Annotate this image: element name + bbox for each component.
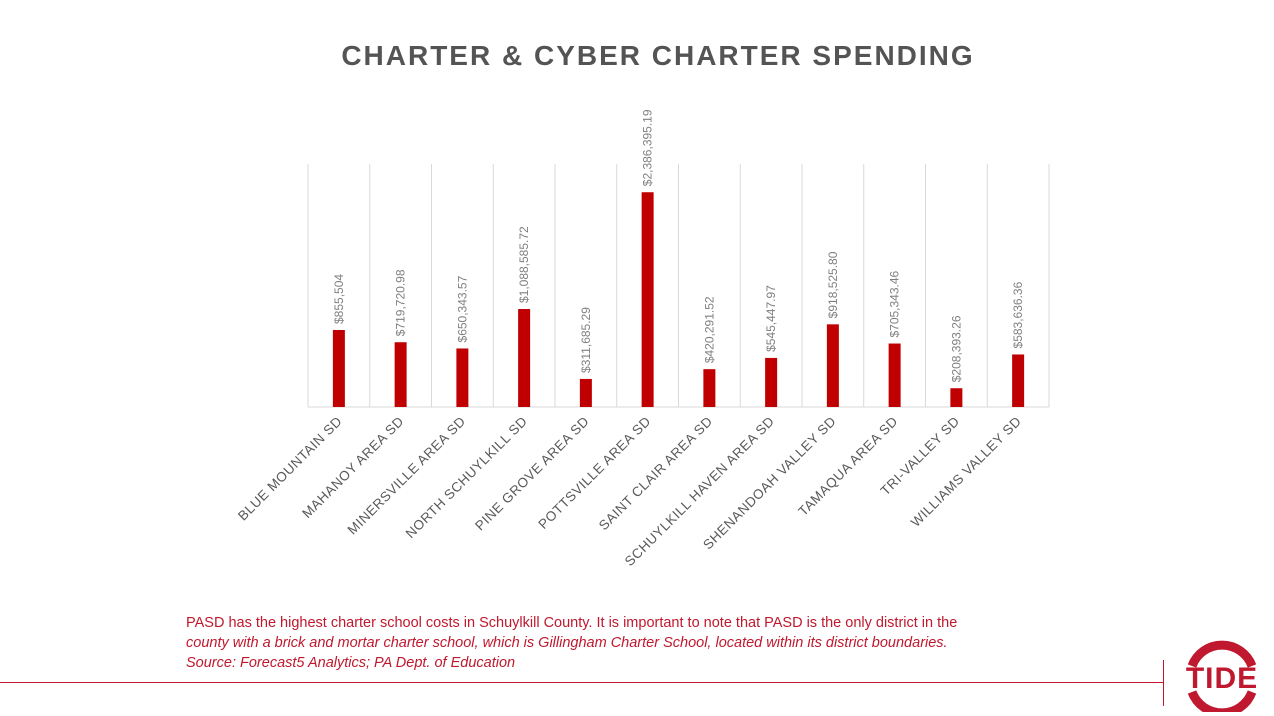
data-label: $420,291.52 — [702, 296, 716, 363]
bar — [394, 342, 407, 407]
footer-rule — [0, 682, 1163, 683]
data-label: $705,343.46 — [888, 270, 902, 337]
category-label: PINE GROVE AREA SD — [472, 414, 592, 534]
data-label: $2,386,395.19 — [641, 109, 655, 186]
category-label: WILLIAMS VALLEY SD — [908, 414, 1024, 530]
bar — [703, 369, 716, 407]
footnote: PASD has the highest charter school cost… — [186, 613, 1086, 673]
bar — [579, 378, 592, 407]
footnote-line-2: county with a brick and mortar charter s… — [186, 635, 948, 651]
category-label: POTTSVILLE AREA SD — [535, 414, 653, 532]
logo-arc-lower — [1187, 690, 1257, 712]
data-label: $650,343.57 — [455, 275, 469, 342]
logo-text: TIDE — [1186, 662, 1258, 695]
source-note: Source: Forecast5 Analytics; PA Dept. of… — [186, 655, 516, 671]
slide-title: CHARTER & CYBER CHARTER SPENDING — [341, 40, 975, 71]
category-label: SAINT CLAIR AREA SD — [596, 414, 716, 534]
category-label: NORTH SCHUYLKILL SD — [403, 414, 531, 542]
category-label: SHENANDOAH VALLEY SD — [700, 414, 839, 553]
bar — [888, 343, 901, 407]
data-label: $545,447.97 — [764, 285, 778, 352]
bar — [332, 330, 345, 407]
bar — [641, 192, 654, 407]
data-label: $918,525.80 — [826, 251, 840, 318]
footer-divider — [1163, 660, 1164, 706]
footnote-line-1: PASD has the highest charter school cost… — [186, 615, 958, 631]
category-label: TAMAQUA AREA SD — [795, 414, 900, 519]
bar-chart: $855,504 BLUE MOUNTAIN SD $719,720.98 MAHAN… — [235, 109, 1050, 569]
logo-arc — [1187, 640, 1257, 668]
data-label: $583,636.36 — [1011, 281, 1025, 348]
data-label: $1,088,585.72 — [517, 226, 531, 303]
bar — [1012, 354, 1025, 407]
bar — [456, 348, 469, 407]
bar — [518, 309, 531, 407]
category-label: MAHANOY AREA SD — [299, 414, 407, 522]
category-label: BLUE MOUNTAIN SD — [235, 414, 345, 524]
data-label: $311,685.29 — [579, 307, 593, 373]
bar — [950, 388, 963, 407]
tide-logo: TIDE — [1186, 640, 1258, 712]
category-label: MINERSVILLE AREA SD — [345, 414, 469, 538]
data-label: $719,720.98 — [394, 269, 408, 336]
data-label: $208,393.26 — [949, 315, 963, 382]
bar — [826, 324, 839, 407]
bar — [765, 357, 778, 407]
data-label: $855,504 — [332, 274, 346, 324]
